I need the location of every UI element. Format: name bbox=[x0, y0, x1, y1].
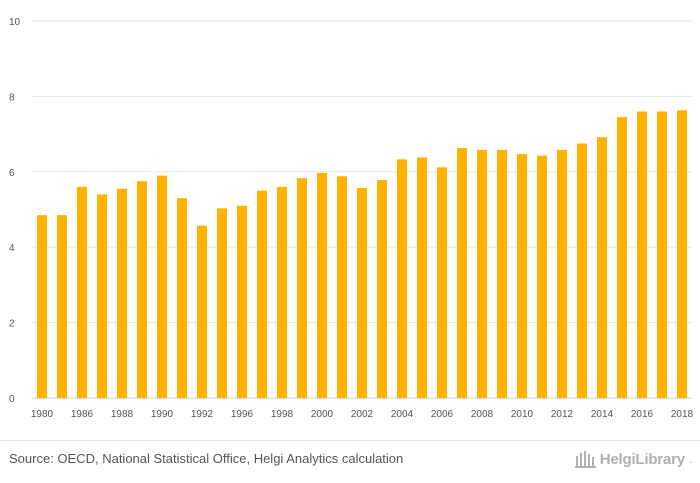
bar-2018[interactable] bbox=[677, 110, 687, 398]
bar-2007[interactable] bbox=[457, 148, 467, 398]
bar-2015[interactable] bbox=[617, 117, 627, 398]
x-tick-label: 2012 bbox=[551, 409, 574, 420]
x-tick-label: 2016 bbox=[631, 409, 654, 420]
x-axis-ticks: 1980 1986 1988 1990 1992 1996 1998 2000 2002 2004… bbox=[31, 409, 694, 420]
bar-1989[interactable] bbox=[137, 181, 147, 398]
bar-1992[interactable] bbox=[197, 225, 207, 398]
brand-suffix: . bbox=[688, 452, 692, 466]
y-tick-label: 10 bbox=[9, 17, 21, 28]
library-building-icon bbox=[574, 450, 597, 468]
bar-1999[interactable] bbox=[297, 178, 307, 398]
x-tick-label: 2006 bbox=[431, 409, 454, 420]
bar-2002[interactable] bbox=[357, 188, 367, 398]
x-tick-label: 2014 bbox=[591, 409, 614, 420]
bar-2003[interactable] bbox=[377, 180, 387, 398]
bar-2010[interactable] bbox=[517, 154, 527, 398]
x-tick-label: 2002 bbox=[351, 409, 374, 420]
bar-2016[interactable] bbox=[637, 111, 647, 398]
y-tick-label: 8 bbox=[9, 92, 15, 103]
x-tick-label: 1990 bbox=[151, 409, 174, 420]
bar-1988[interactable] bbox=[117, 188, 127, 398]
x-tick-label: 2004 bbox=[391, 409, 414, 420]
helgi-library-logo[interactable]: HelgiLibrary. bbox=[574, 450, 692, 468]
bar-2001[interactable] bbox=[337, 176, 347, 398]
y-tick-label: 6 bbox=[9, 168, 15, 179]
bar-2009[interactable] bbox=[497, 149, 507, 398]
x-tick-label: 1992 bbox=[191, 409, 214, 420]
x-tick-label: 2008 bbox=[471, 409, 494, 420]
bar-1997[interactable] bbox=[257, 190, 267, 398]
y-axis-ticks: 0 2 4 6 8 10 bbox=[9, 17, 21, 405]
x-tick-label: 1980 bbox=[31, 409, 54, 420]
y-tick-label: 2 bbox=[9, 319, 15, 330]
x-tick-label: 2000 bbox=[311, 409, 334, 420]
bar-1993[interactable] bbox=[217, 208, 227, 398]
bar-2017[interactable] bbox=[657, 111, 667, 398]
x-tick-label: 2010 bbox=[511, 409, 534, 420]
brand-name: HelgiLibrary bbox=[599, 450, 685, 468]
chart-footer: Source: OECD, National Statistical Offic… bbox=[0, 440, 700, 483]
bar-1981[interactable] bbox=[57, 215, 67, 398]
x-tick-label: 2018 bbox=[671, 409, 694, 420]
y-tick-label: 0 bbox=[9, 394, 15, 405]
bar-1990[interactable] bbox=[157, 175, 167, 398]
bar-2013[interactable] bbox=[577, 143, 587, 398]
bar-2014[interactable] bbox=[597, 137, 607, 398]
bar-2004[interactable] bbox=[397, 159, 407, 398]
bar-2006[interactable] bbox=[437, 167, 447, 398]
bar-2011[interactable] bbox=[537, 155, 547, 398]
bar-2000[interactable] bbox=[317, 172, 327, 398]
bar-1980[interactable] bbox=[37, 215, 47, 398]
source-note: Source: OECD, National Statistical Offic… bbox=[9, 451, 404, 466]
bar-1987[interactable] bbox=[97, 194, 107, 398]
bar-1986[interactable] bbox=[77, 186, 87, 398]
bar-series bbox=[37, 110, 687, 398]
bar-chart: 0 2 4 6 8 10 1980 1986 1988 1990 1992 1996 1998 2000… bbox=[9, 17, 694, 420]
bar-2012[interactable] bbox=[557, 149, 567, 398]
bar-2005[interactable] bbox=[417, 157, 427, 398]
bar-1998[interactable] bbox=[277, 186, 287, 398]
y-tick-label: 4 bbox=[9, 243, 15, 254]
x-tick-label: 1988 bbox=[111, 409, 134, 420]
x-tick-label: 1986 bbox=[71, 409, 94, 420]
bar-1991[interactable] bbox=[177, 198, 187, 398]
x-tick-label: 1996 bbox=[231, 409, 254, 420]
x-tick-label: 1998 bbox=[271, 409, 294, 420]
bar-2008[interactable] bbox=[477, 149, 487, 398]
bar-1996[interactable] bbox=[237, 205, 247, 398]
